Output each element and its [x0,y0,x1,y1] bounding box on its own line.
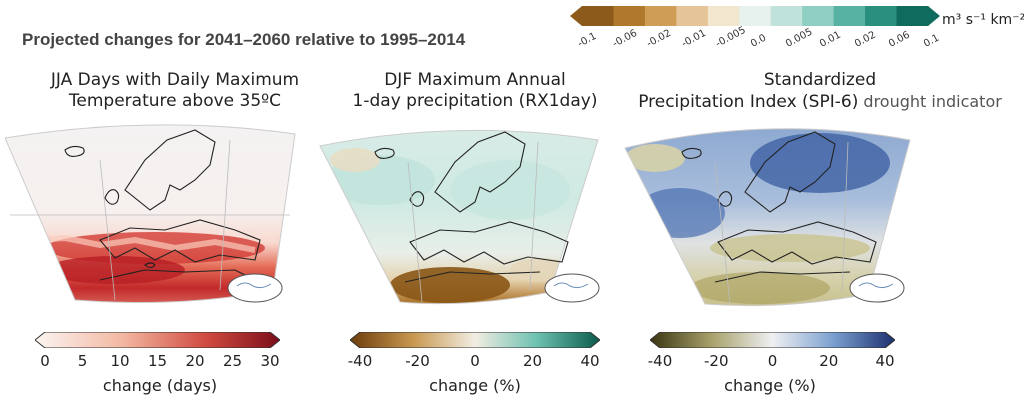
panel-3-colorbar-tick: 0 [767,352,778,370]
top-colorbar-swatch [707,6,740,26]
panel-2-title: DJF Maximum Annual 1-day precipitation (… [320,70,630,112]
panel-2-title-line2: 1-day precipitation (RX1day) [352,91,598,111]
top-colorbar-swatch [644,6,677,26]
top-colorbar-tick: -0.1 [576,30,599,50]
top-colorbar-tick: 0.0 [749,32,769,50]
panel-1-colorbar-tick: 10 [110,352,130,370]
panel-3-colorbar-tick: -20 [704,352,729,370]
panel-2-colorbar-tick: -40 [347,352,373,370]
panel-2-colorbar-tick: 20 [522,352,543,370]
panel-1-colorbar [35,332,280,348]
panel-2-colorbar-tick: 40 [580,352,600,370]
top-colorbar-tick: 0.01 [818,29,844,50]
top-colorbar-tick: -0.01 [679,27,708,50]
top-colorbar-swatch [802,6,835,26]
panel-1-colorbar-tick: 20 [185,352,205,370]
panel-3-colorbar-label: change (%) [724,376,816,395]
top-colorbar-tick: -0.005 [714,24,749,50]
panel-3-map [624,128,911,307]
panel-2-colorbar-tick: 0 [470,352,480,370]
panel-3-colorbar-tick: -40 [647,352,673,370]
top-colorbar-tick: 0.1 [922,32,942,50]
panel-3-title-extra: drought indicator [858,92,1002,111]
figure-title: Projected changes for 2041–2060 relative… [22,30,466,49]
panel-3-colorbar [650,332,895,348]
top-colorbar-swatch [582,6,614,26]
panel-1-colorbar-tick: 0 [40,352,50,370]
panel-3-title-line2-wrap: Precipitation Index (SPI-6) drought indi… [630,91,1010,113]
panel-1-colorbar-tick: 25 [222,352,243,370]
top-colorbar-swatch [676,6,709,26]
panel-1-colorbar-tick: 30 [260,352,280,370]
panel-2-map [319,129,600,305]
panel-1-map [5,124,296,303]
top-colorbar-tick: 0.02 [852,29,878,50]
top-colorbar-extend-low [570,6,582,26]
top-colorbar-swatch [833,6,866,26]
panel-3-title-line1: Standardized [763,70,877,90]
panel-2-colorbar-label: change (%) [429,376,521,395]
top-colorbar-unit: m³ s⁻¹ km⁻² [942,12,1024,28]
top-colorbar-bar [570,6,940,26]
panel-1-colorbar-tick: 5 [77,352,88,370]
panel-1-title-line2: Temperature above 35ºC [68,91,282,111]
top-colorbar-swatch [613,6,646,26]
panel-1-colorbar-label: change (days) [102,376,218,395]
top-colorbar: -0.1 -0.06 -0.02 -0.01 -0.005 0.0 0.005 0.01 0.0… [570,4,1024,60]
top-colorbar-swatch [865,6,898,26]
panel-2-colorbar [350,332,600,348]
panel-2-title-line1: DJF Maximum Annual [384,70,566,90]
panel-3-colorbar-tick: 20 [819,352,839,370]
panel-3-title: Standardized Precipitation Index (SPI-6)… [630,70,1010,113]
panel-1-colorbar-tick: 15 [147,352,168,370]
panel-1-title: JJA Days with Daily Maximum Temperature … [20,70,330,112]
top-colorbar-tick: 0.005 [783,26,815,50]
panel-3-title-line2: Precipitation Index (SPI-6) [638,92,859,112]
panel-3-colorbar-tick: 40 [875,352,895,370]
top-colorbar-tick: 0.06 [887,29,913,50]
top-colorbar-tick: -0.02 [645,27,674,50]
top-colorbar-swatch [896,6,929,26]
top-colorbar-extend-high [928,6,940,26]
top-colorbar-swatch [739,6,772,26]
top-colorbar-tick: -0.06 [610,27,639,50]
panel-1-title-line1: JJA Days with Daily Maximum [50,70,300,90]
top-colorbar-swatch [770,6,803,26]
panel-2-colorbar-tick: -20 [405,352,430,370]
